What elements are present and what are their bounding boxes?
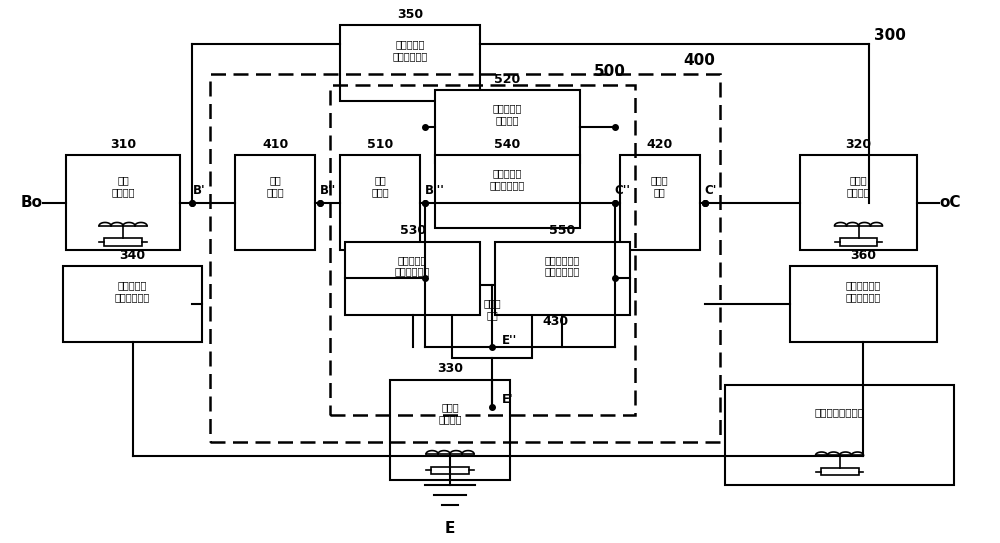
Bar — [63, 266, 202, 342]
Text: 510: 510 — [367, 138, 393, 151]
Text: 550: 550 — [549, 224, 576, 237]
Text: 集电极
寄生单元: 集电极 寄生单元 — [847, 175, 870, 197]
Text: 基极集电极
极间寄生单元: 基极集电极 极间寄生单元 — [393, 39, 428, 61]
Text: 发射极
寄生单元: 发射极 寄生单元 — [438, 402, 462, 424]
Text: 430: 430 — [542, 315, 568, 328]
Text: 基极发射极
极间本征单元: 基极发射极 极间本征单元 — [395, 255, 430, 276]
Bar — [435, 90, 580, 163]
Bar — [840, 238, 877, 245]
Text: oC: oC — [939, 195, 961, 210]
Text: E': E' — [502, 393, 514, 406]
Text: C': C' — [705, 184, 717, 197]
Bar — [104, 238, 142, 245]
Bar — [790, 266, 937, 342]
Bar — [330, 85, 635, 415]
Bar — [495, 242, 630, 315]
Bar — [800, 155, 917, 250]
Text: 530: 530 — [400, 224, 426, 237]
Text: E: E — [445, 521, 455, 535]
Text: 330: 330 — [437, 363, 463, 376]
Text: 360: 360 — [850, 249, 876, 262]
Text: 520: 520 — [494, 73, 521, 86]
Text: 310: 310 — [110, 138, 136, 151]
Text: 540: 540 — [494, 138, 521, 151]
Bar — [821, 468, 859, 475]
Bar — [452, 285, 532, 358]
Text: 340: 340 — [119, 249, 146, 262]
Text: 410: 410 — [262, 138, 288, 151]
Text: 320: 320 — [845, 138, 872, 151]
Text: 基极发射极
极间寄生单元: 基极发射极 极间寄生单元 — [115, 280, 150, 302]
Text: 集电极
电阵: 集电极 电阵 — [651, 175, 669, 197]
Text: 400: 400 — [683, 53, 715, 68]
Text: E'': E'' — [502, 334, 517, 347]
Bar — [340, 25, 480, 101]
Bar — [210, 74, 720, 442]
Bar — [66, 155, 180, 250]
Text: 350: 350 — [397, 8, 423, 21]
Text: B': B' — [192, 184, 205, 197]
Text: 300: 300 — [874, 28, 906, 43]
Bar — [390, 380, 510, 480]
Text: 基极
寄生单元: 基极 寄生单元 — [111, 175, 135, 197]
Text: 500: 500 — [594, 64, 626, 79]
Bar — [345, 242, 480, 315]
Bar — [620, 155, 700, 250]
Text: 基极集电极
结外电容: 基极集电极 结外电容 — [493, 103, 522, 125]
Text: B'': B'' — [320, 184, 336, 197]
Text: 基极
外电阵: 基极 外电阵 — [266, 175, 284, 197]
Text: 发射极
电阵: 发射极 电阵 — [483, 298, 501, 320]
Text: 阶梯电感电阵结构: 阶梯电感电阵结构 — [815, 407, 865, 417]
Bar — [340, 155, 420, 250]
Bar — [725, 385, 954, 485]
Text: 集电极发射极
极间本征单元: 集电极发射极 极间本征单元 — [545, 255, 580, 276]
Bar — [435, 155, 580, 228]
Text: 基极集电极
极间本征单元: 基极集电极 极间本征单元 — [490, 168, 525, 190]
Text: 420: 420 — [647, 138, 673, 151]
Text: C'': C'' — [615, 184, 631, 197]
Bar — [235, 155, 315, 250]
Text: 发射极集电极
极间寄生单元: 发射极集电极 极间寄生单元 — [846, 280, 881, 302]
Text: B''': B''' — [425, 184, 445, 197]
Bar — [431, 466, 469, 473]
Text: 基极
内电阵: 基极 内电阵 — [371, 175, 389, 197]
Text: Bo: Bo — [21, 195, 43, 210]
